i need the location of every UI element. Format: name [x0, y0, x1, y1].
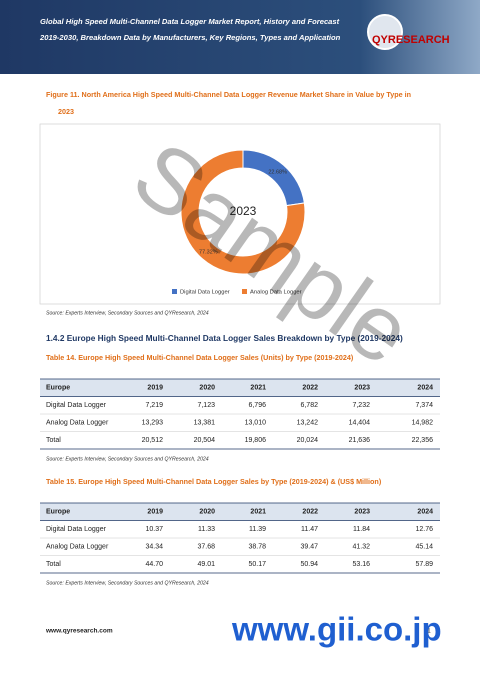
table-cell: 11.47 — [301, 526, 318, 533]
table-cell: Total — [46, 437, 61, 444]
table-cell: 14,982 — [412, 420, 434, 427]
logo-text: QYRESEARCH — [372, 34, 450, 46]
table-cell: 7,219 — [145, 402, 163, 409]
table-cell: Digital Data Logger — [46, 402, 107, 409]
table-cell: 11.39 — [249, 526, 266, 533]
table-cell: 53.16 — [352, 561, 370, 568]
table-cell: 49.01 — [197, 561, 215, 568]
legend-swatch — [242, 289, 247, 294]
table-cell: 11.33 — [198, 526, 215, 533]
table-header-cell: 2024 — [417, 385, 433, 392]
table-cell: 13,010 — [245, 420, 267, 427]
logo-globe — [367, 14, 403, 50]
table-cell: 14,404 — [349, 420, 371, 427]
table-header-cell: 2021 — [250, 509, 266, 516]
table-cell: 13,242 — [297, 420, 319, 427]
table-cell: 50.94 — [300, 561, 318, 568]
table-cell: 12.76 — [415, 526, 433, 533]
table-header-cell: 2022 — [302, 509, 318, 516]
table-cell: 34.34 — [145, 544, 163, 551]
gii-watermark: www.gii.co.jp — [231, 611, 442, 648]
table-header-cell: 2022 — [302, 385, 318, 392]
table-cell: 20,024 — [297, 437, 319, 444]
table-cell: 45.14 — [415, 544, 433, 551]
table-caption: Table 14. Europe High Speed Multi-Channe… — [46, 353, 354, 362]
table-header-cell: 2021 — [250, 385, 266, 392]
legend: Digital Data Logger Analog Data Logger — [172, 289, 302, 296]
table-header-bg — [40, 503, 440, 521]
donut-center-label: 2023 — [230, 204, 257, 218]
donut-chart: 22.68% 77.32% — [180, 149, 306, 275]
figure-caption: Figure 11. North America High Speed Mult… — [46, 90, 411, 99]
table-header-cell: 2020 — [199, 509, 215, 516]
table-cell: 7,123 — [197, 402, 215, 409]
table-cell: 39.47 — [300, 544, 318, 551]
source-note: Source: Experts Interview, Secondary Sou… — [46, 580, 209, 586]
slice-label: 77.32% — [199, 250, 218, 256]
tables: Table 14. Europe High Speed Multi-Channe… — [40, 353, 440, 586]
legend-label: Digital Data Logger — [180, 290, 230, 296]
table-cell: 20,504 — [194, 437, 216, 444]
table-cell: 38.78 — [248, 544, 266, 551]
table-cell: Digital Data Logger — [46, 526, 107, 533]
table-header-cell: 2019 — [147, 509, 163, 516]
table-header-cell: 2023 — [354, 385, 370, 392]
table-header-cell: 2023 — [354, 509, 370, 516]
table-cell: 6,782 — [300, 402, 318, 409]
table-cell: 10.37 — [145, 526, 163, 533]
slice-label: 22.68% — [268, 169, 287, 175]
table-cell: 7,374 — [415, 402, 433, 409]
figure-caption: 2023 — [58, 107, 74, 116]
table-cell: 13,381 — [194, 420, 216, 427]
section-heading: 1.4.2 Europe High Speed Multi-Channel Da… — [46, 333, 403, 343]
table-cell: 7,232 — [352, 402, 370, 409]
table-cell: 19,806 — [245, 437, 267, 444]
table-cell: 57.89 — [415, 561, 433, 568]
footer-page: 11 — [424, 628, 431, 635]
table-cell: 50.17 — [248, 561, 266, 568]
footer-url: www.qyresearch.com — [45, 628, 113, 635]
table-header-cell: 2019 — [147, 385, 163, 392]
table-header-cell: 2024 — [417, 509, 433, 516]
table-cell: 44.70 — [145, 561, 163, 568]
table-cell: Analog Data Logger — [46, 420, 109, 427]
table-cell: 41.32 — [352, 544, 370, 551]
header-title: Global High Speed Multi-Channel Data Log… — [40, 17, 340, 26]
table-cell: 6,796 — [248, 402, 266, 409]
table-cell: 37.68 — [197, 544, 215, 551]
table-cell: 21,636 — [349, 437, 371, 444]
table-cell: Total — [46, 561, 61, 568]
table-cell: 13,293 — [142, 420, 164, 427]
legend-swatch — [172, 289, 177, 294]
table-cell: 20,512 — [142, 437, 164, 444]
source-note: Source: Experts Interview, Secondary Sou… — [46, 456, 209, 462]
table-cell: 22,356 — [412, 437, 434, 444]
table-caption: Table 15. Europe High Speed Multi-Channe… — [46, 477, 382, 486]
table-header-bg — [40, 379, 440, 397]
header-title: 2019-2030, Breakdown Data by Manufacture… — [39, 33, 341, 42]
legend-label: Analog Data Logger — [250, 290, 302, 296]
table-header-cell: 2020 — [199, 385, 215, 392]
table-cell: 11.84 — [353, 526, 370, 533]
table-cell: Analog Data Logger — [46, 544, 109, 551]
donut-slice — [180, 149, 306, 275]
table-header-cell: Europe — [46, 509, 70, 516]
source-note: Source: Experts Interview, Secondary Sou… — [46, 310, 209, 316]
table-header-cell: Europe — [46, 385, 70, 392]
